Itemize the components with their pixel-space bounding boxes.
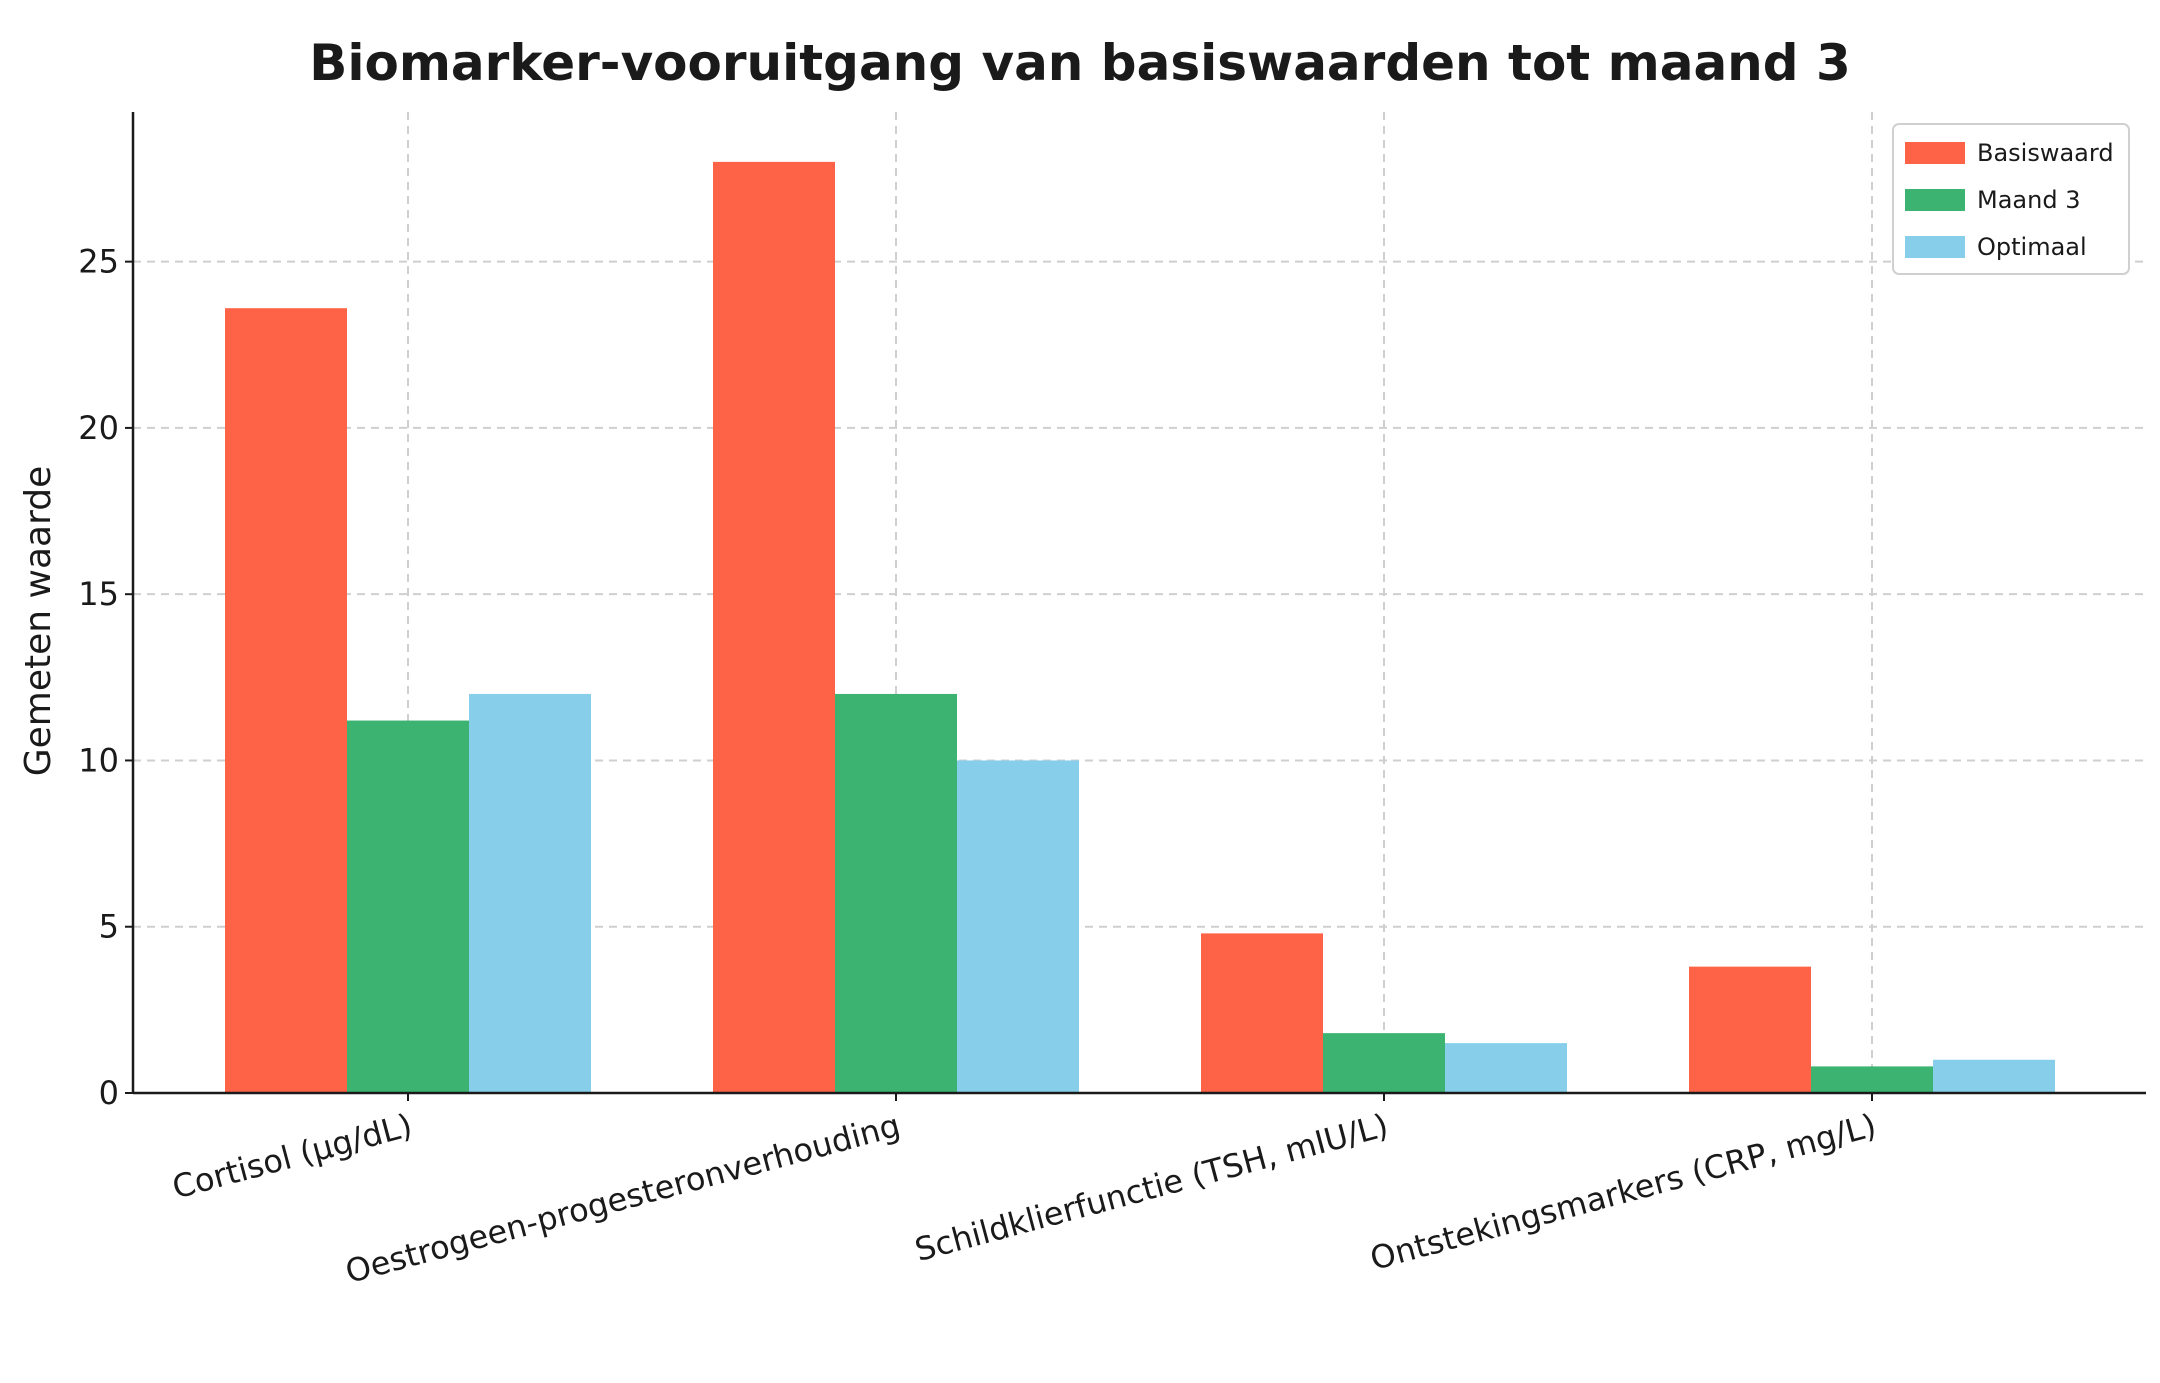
bar-basiswaard (713, 161, 835, 1094)
x-tick-label: Oestrogeen-progesteronverhouding (341, 1106, 904, 1291)
bar-maand-3 (1811, 1066, 1933, 1093)
bar-maand-3 (1323, 1033, 1445, 1093)
legend-swatch (1905, 236, 1965, 258)
legend: Basiswaard Maand 3 Optimaal (1892, 123, 2130, 275)
y-tick-labels: 0 5 10 15 20 25 (78, 243, 119, 1112)
legend-label: Optimaal (1977, 233, 2087, 261)
bar-basiswaard (1689, 966, 1811, 1093)
bar-optimaal (469, 693, 591, 1093)
x-tick-label: Schildklierfunctie (TSH, mIU/L) (911, 1106, 1392, 1269)
bar-basiswaard (1201, 933, 1323, 1093)
bar-optimaal (1445, 1043, 1567, 1093)
bar-optimaal (1933, 1059, 2055, 1093)
bar-maand-3 (347, 720, 469, 1093)
chart-title: Biomarker-vooruitgang van basiswaarden t… (309, 34, 1851, 92)
y-tick-label: 10 (78, 741, 119, 779)
bar-basiswaard (225, 308, 347, 1093)
y-tick-label: 25 (78, 243, 119, 281)
bar-maand-3 (835, 693, 957, 1093)
x-tick-labels: Cortisol (µg/dL)Oestrogeen-progesteronve… (168, 1106, 1880, 1291)
y-axis-label: Gemeten waarde (18, 466, 59, 777)
legend-label: Basiswaard (1977, 139, 2114, 167)
x-tick-label: Ontstekingsmarkers (CRP, mg/L) (1366, 1106, 1880, 1278)
y-tick-label: 15 (78, 575, 119, 613)
legend-swatch (1905, 142, 1965, 164)
y-tick-label: 20 (78, 409, 119, 447)
legend-swatch (1905, 189, 1965, 211)
bar-optimaal (957, 760, 1079, 1093)
x-tick-label: Cortisol (µg/dL) (168, 1106, 416, 1206)
bars (225, 161, 2055, 1094)
y-tick-label: 5 (99, 908, 119, 946)
axes (125, 112, 2146, 1101)
legend-label: Maand 3 (1977, 186, 2080, 214)
y-tick-label: 0 (99, 1074, 119, 1112)
